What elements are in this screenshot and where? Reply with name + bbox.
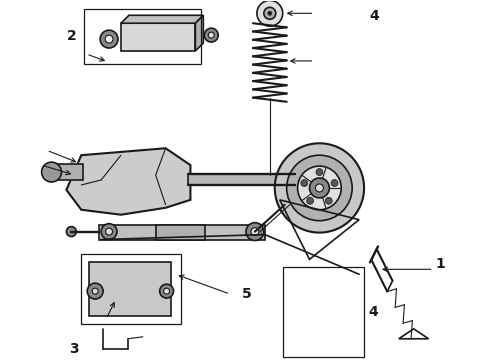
Bar bbox=[283, 267, 364, 357]
Circle shape bbox=[307, 197, 314, 204]
Circle shape bbox=[257, 0, 283, 26]
Circle shape bbox=[268, 11, 272, 15]
Text: 2: 2 bbox=[66, 29, 76, 43]
Bar bbox=[99, 225, 265, 239]
Circle shape bbox=[301, 180, 308, 186]
Circle shape bbox=[105, 35, 113, 43]
Text: 5: 5 bbox=[242, 287, 252, 301]
Bar bbox=[81, 255, 180, 324]
Circle shape bbox=[316, 184, 323, 192]
Circle shape bbox=[164, 288, 170, 294]
Circle shape bbox=[246, 223, 264, 240]
Bar bbox=[189, 174, 294, 185]
Circle shape bbox=[204, 28, 218, 42]
Text: 4: 4 bbox=[369, 9, 379, 23]
Circle shape bbox=[101, 224, 117, 239]
Bar bbox=[121, 23, 196, 51]
Circle shape bbox=[287, 155, 352, 221]
Circle shape bbox=[325, 197, 332, 204]
Circle shape bbox=[251, 228, 259, 235]
Circle shape bbox=[331, 180, 338, 186]
Circle shape bbox=[264, 7, 276, 19]
Bar bbox=[51, 164, 83, 180]
Bar bbox=[156, 225, 205, 239]
Circle shape bbox=[87, 283, 103, 299]
Circle shape bbox=[66, 227, 76, 237]
Circle shape bbox=[310, 178, 329, 198]
Circle shape bbox=[316, 168, 323, 176]
Bar bbox=[89, 262, 171, 316]
Text: 3: 3 bbox=[70, 342, 79, 356]
Bar bbox=[84, 9, 201, 64]
Polygon shape bbox=[121, 15, 203, 23]
Circle shape bbox=[92, 288, 98, 294]
Circle shape bbox=[100, 30, 118, 48]
Circle shape bbox=[208, 32, 214, 38]
Circle shape bbox=[275, 143, 364, 233]
Text: 1: 1 bbox=[436, 257, 445, 271]
Circle shape bbox=[105, 228, 113, 235]
Circle shape bbox=[42, 162, 61, 182]
Circle shape bbox=[297, 166, 341, 210]
Circle shape bbox=[160, 284, 173, 298]
Polygon shape bbox=[66, 148, 191, 215]
Text: 4: 4 bbox=[368, 305, 378, 319]
Polygon shape bbox=[196, 15, 203, 51]
